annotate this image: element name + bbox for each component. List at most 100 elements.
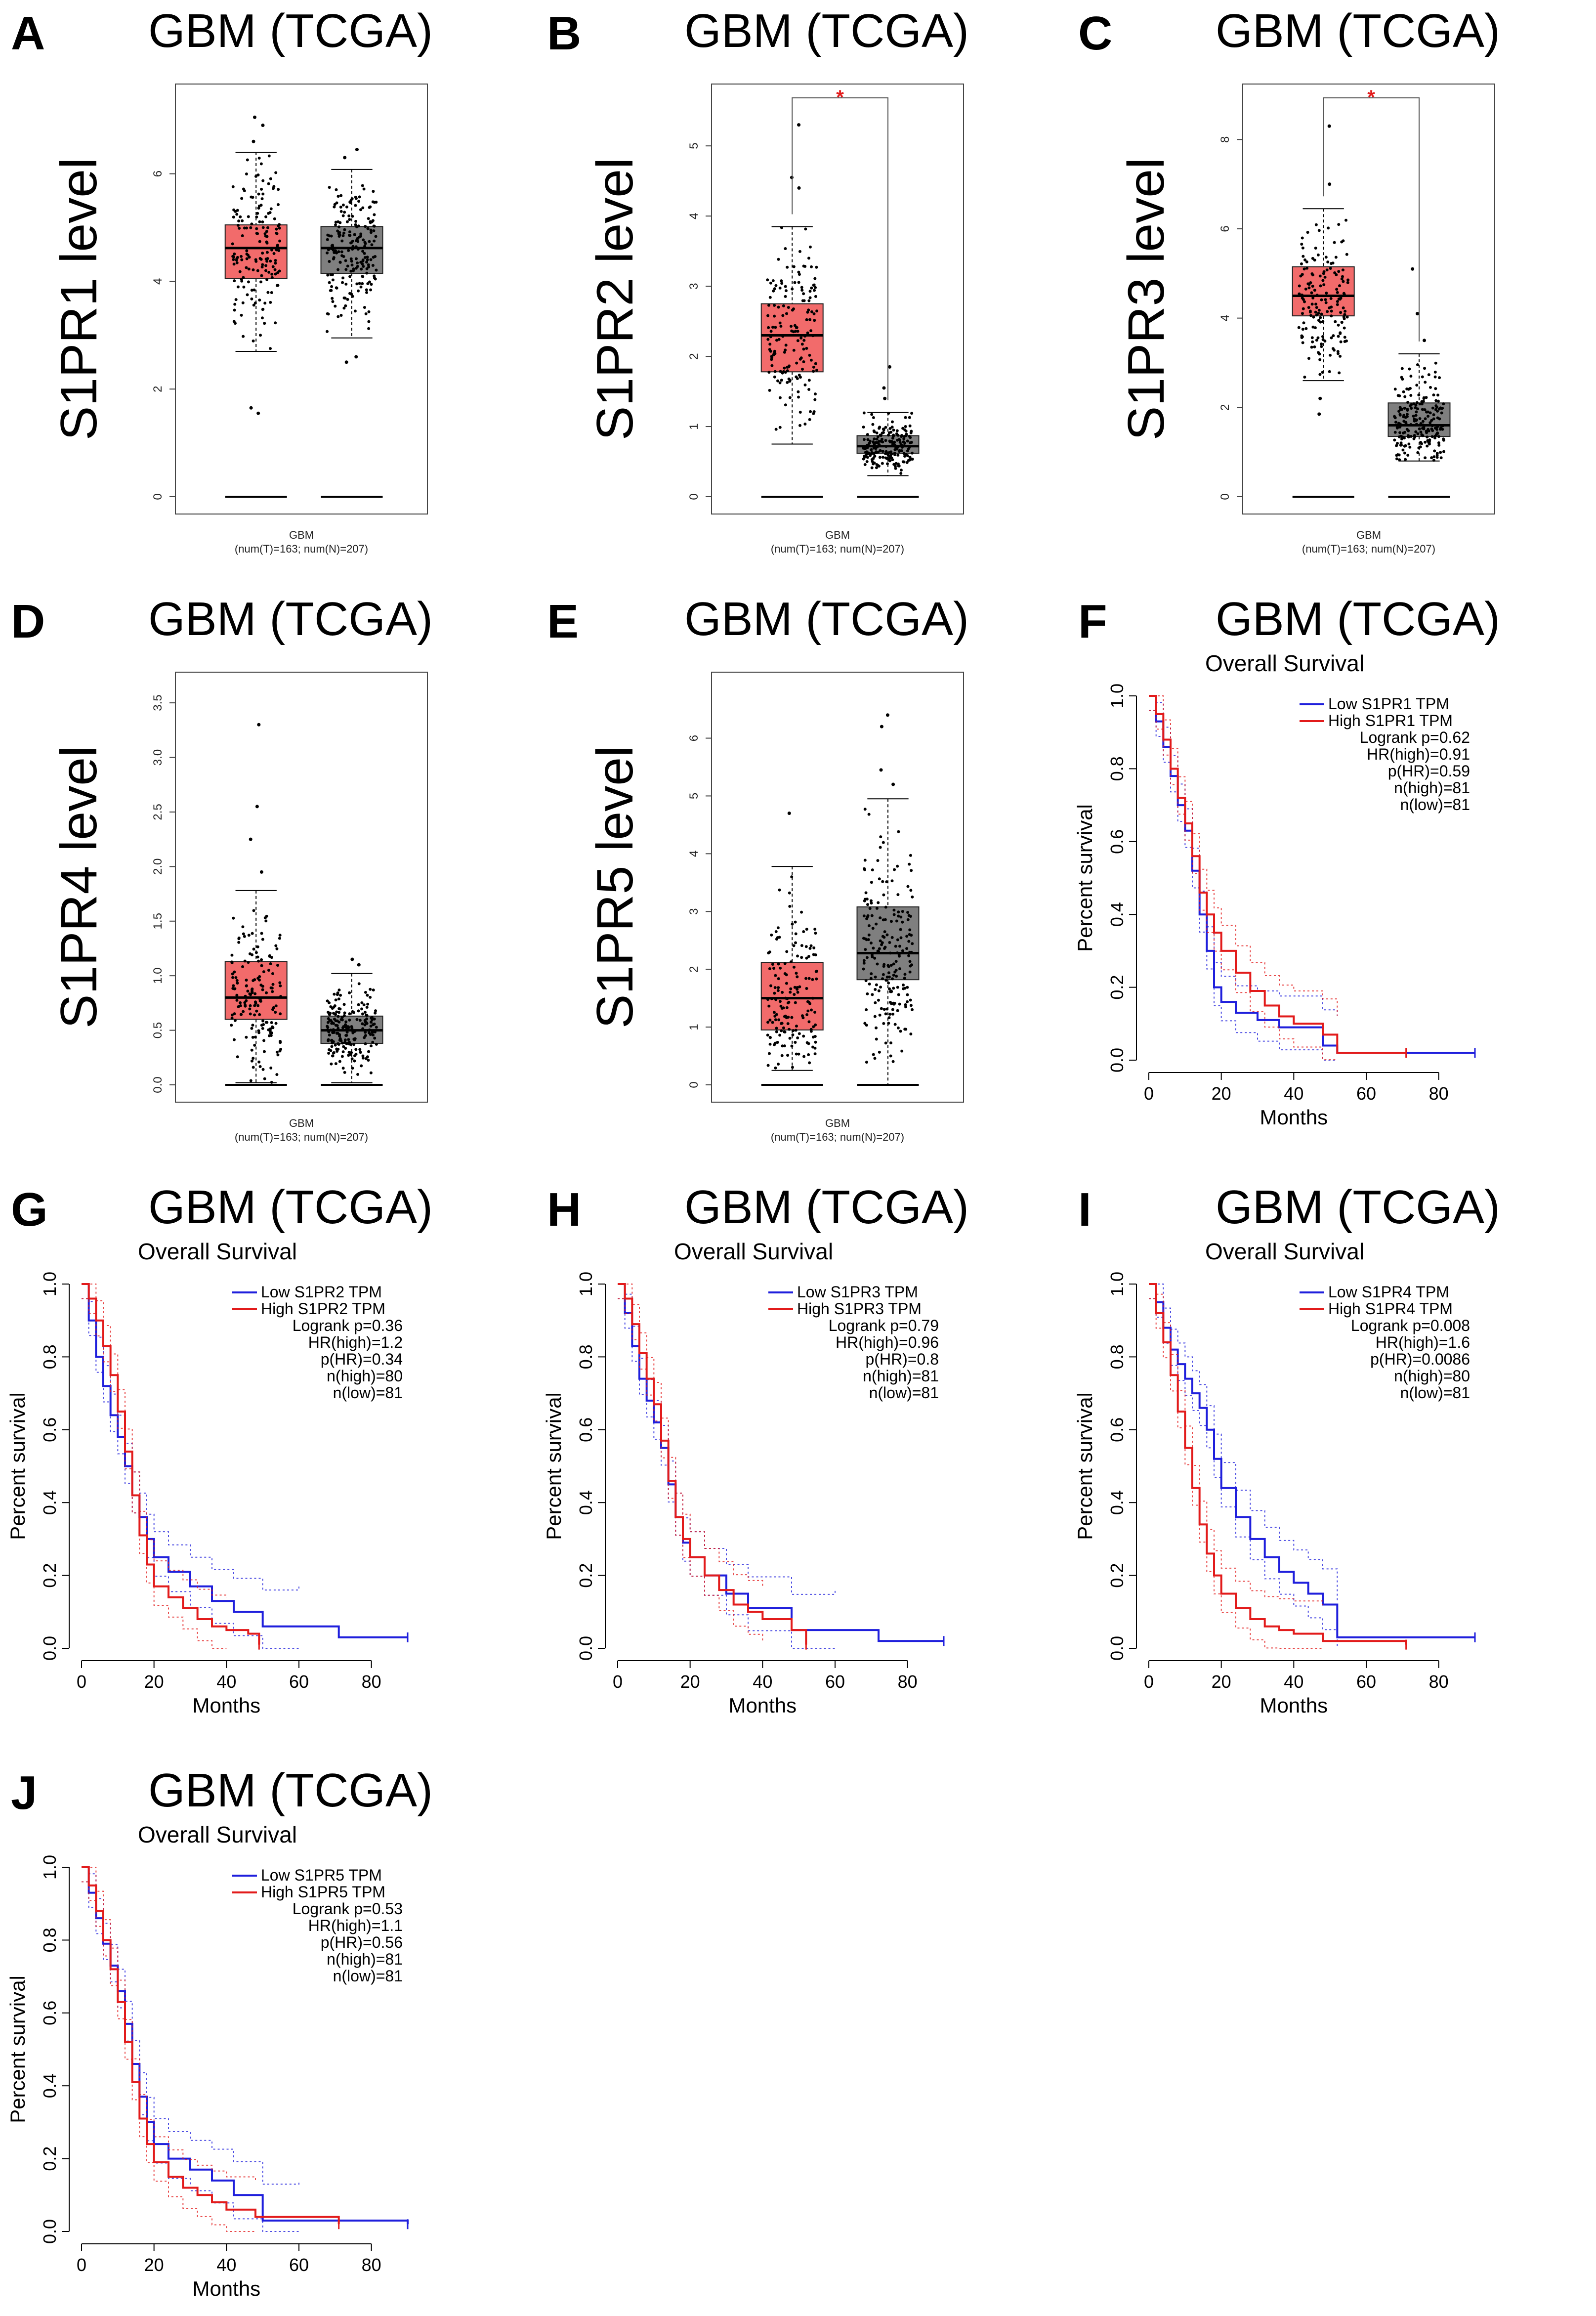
data-point — [240, 197, 244, 200]
data-point — [1435, 453, 1439, 457]
data-point — [277, 188, 280, 191]
data-point — [1414, 406, 1417, 409]
data-point — [813, 398, 817, 401]
data-point — [909, 1032, 913, 1036]
panel-label: E — [547, 595, 579, 648]
data-point — [360, 1064, 363, 1068]
data-point — [339, 1039, 343, 1042]
data-point — [327, 1011, 330, 1014]
data-point — [1405, 428, 1409, 431]
data-point — [894, 944, 897, 948]
data-point — [1328, 370, 1331, 373]
data-points-normal — [326, 148, 378, 364]
data-point — [371, 264, 375, 267]
data-point — [239, 1001, 242, 1004]
data-point — [261, 263, 264, 266]
data-points-tumor — [1297, 124, 1350, 416]
data-point — [237, 941, 241, 944]
x-tick-label: 20 — [144, 1672, 164, 1692]
data-point — [903, 973, 907, 976]
data-point — [891, 1008, 894, 1011]
data-point — [1439, 456, 1443, 460]
x-tick-label: 20 — [1212, 1083, 1231, 1104]
data-point — [370, 1044, 373, 1048]
data-point — [1345, 253, 1348, 256]
data-point — [1330, 309, 1333, 313]
data-point — [326, 330, 329, 333]
data-point — [1325, 268, 1329, 272]
data-point — [906, 918, 910, 921]
data-point — [1422, 396, 1426, 399]
data-point — [1427, 415, 1430, 418]
stat-text: n(high)=81 — [863, 1367, 939, 1385]
data-point — [346, 264, 349, 268]
data-point — [901, 920, 904, 924]
data-point — [366, 256, 369, 259]
data-point — [374, 1011, 377, 1015]
y-tick-label: 6 — [1218, 225, 1232, 232]
data-point — [361, 262, 364, 266]
data-point — [796, 954, 799, 958]
data-point — [767, 371, 771, 374]
data-point — [346, 1025, 350, 1029]
data-point — [1426, 435, 1429, 439]
data-point — [891, 444, 894, 447]
significance-bracket — [1323, 97, 1420, 342]
data-point — [803, 383, 807, 386]
data-point — [335, 286, 338, 290]
data-point — [370, 1021, 373, 1024]
legend-entry: Low S1PR4 TPM — [1328, 1283, 1449, 1301]
data-point — [250, 195, 253, 199]
data-point — [908, 434, 911, 438]
data-point — [1315, 294, 1319, 297]
ci-lower-low — [618, 1298, 835, 1649]
data-point — [1416, 407, 1420, 411]
data-point — [268, 347, 272, 350]
data-point — [1342, 239, 1345, 243]
data-point — [892, 433, 895, 437]
data-point — [259, 997, 262, 1000]
data-point — [1424, 456, 1427, 460]
data-point — [367, 1059, 370, 1062]
data-point — [797, 1052, 800, 1056]
data-point — [905, 461, 909, 464]
data-point — [888, 941, 891, 944]
data-point — [909, 998, 912, 1002]
y-tick-label: 0.6 — [1107, 1417, 1127, 1442]
y-axis-label: S1PR4 level — [50, 746, 108, 1029]
data-point — [257, 207, 260, 210]
data-point — [1406, 400, 1410, 404]
data-point — [358, 195, 361, 199]
data-point — [334, 223, 337, 227]
y-tick-label: 0.2 — [1107, 1563, 1127, 1588]
data-point — [768, 967, 771, 970]
data-point — [1433, 370, 1437, 374]
data-point — [789, 325, 793, 328]
data-point — [327, 1039, 330, 1042]
data-point — [815, 369, 818, 372]
data-point — [865, 460, 869, 463]
data-point — [791, 308, 794, 312]
data-point — [1329, 353, 1332, 357]
legend-entry: Low S1PR2 TPM — [261, 1283, 382, 1301]
data-point — [328, 259, 331, 263]
data-point — [253, 301, 257, 305]
data-point — [1307, 286, 1311, 290]
stat-text: Logrank p=0.008 — [1351, 1317, 1470, 1334]
data-point — [249, 226, 252, 229]
data-point — [261, 179, 265, 182]
data-point — [235, 261, 239, 264]
data-point — [365, 1014, 369, 1017]
data-point — [770, 997, 773, 1000]
data-point — [276, 963, 280, 967]
outlier-point — [882, 386, 886, 390]
y-tick-label: 0.8 — [576, 1344, 596, 1369]
data-point — [1321, 279, 1325, 282]
data-point — [879, 986, 882, 989]
panel-title: GBM (TCGA) — [684, 593, 969, 645]
data-point — [897, 914, 900, 918]
x-axis-label: Months — [1260, 1694, 1328, 1717]
data-point — [807, 299, 811, 302]
outlier-point — [879, 768, 883, 772]
